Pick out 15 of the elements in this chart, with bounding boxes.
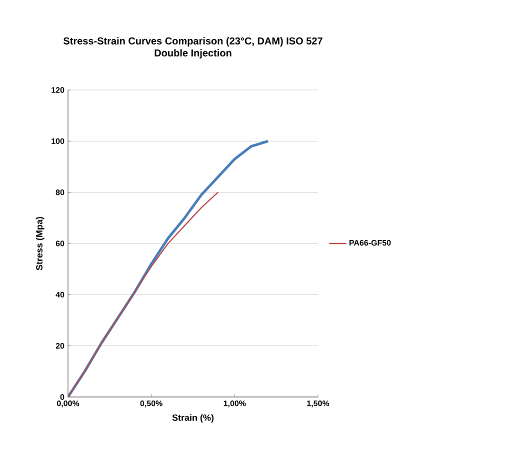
y-tick-label: 20 [56, 342, 64, 349]
x-tick-label: 1,00% [224, 400, 246, 408]
chart-title: Stress-Strain Curves Comparison (23°C, DAM) ISO 527 Double Injection [63, 37, 322, 58]
y-tick-label: 100 [52, 138, 64, 144]
y-tick-label: 80 [56, 190, 64, 196]
x-tick-label: 0,00% [56, 400, 80, 408]
y-tick-label: 120 [52, 87, 64, 93]
y-tick-label: 0 [60, 394, 64, 400]
x-tick-label: 1,50% [307, 400, 330, 408]
y-tick-label: 60 [56, 240, 64, 246]
legend-label: PA66-GF50 [350, 240, 391, 246]
y-tick-label: 40 [56, 292, 64, 298]
x-tick-label: 0,50% [140, 400, 162, 408]
y-axis-title: Stress (Mpa) [36, 216, 44, 270]
x-axis-title: Strain (%) [172, 414, 214, 423]
